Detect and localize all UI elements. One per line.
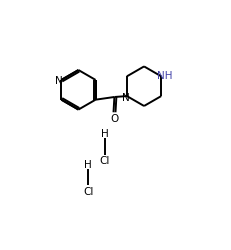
Text: NH: NH [156,71,172,81]
Text: N: N [55,75,63,85]
Text: O: O [110,113,118,123]
Text: H: H [100,128,108,138]
Text: N: N [121,92,129,102]
Text: Cl: Cl [99,156,109,166]
Text: Cl: Cl [83,186,93,196]
Text: H: H [84,159,92,169]
